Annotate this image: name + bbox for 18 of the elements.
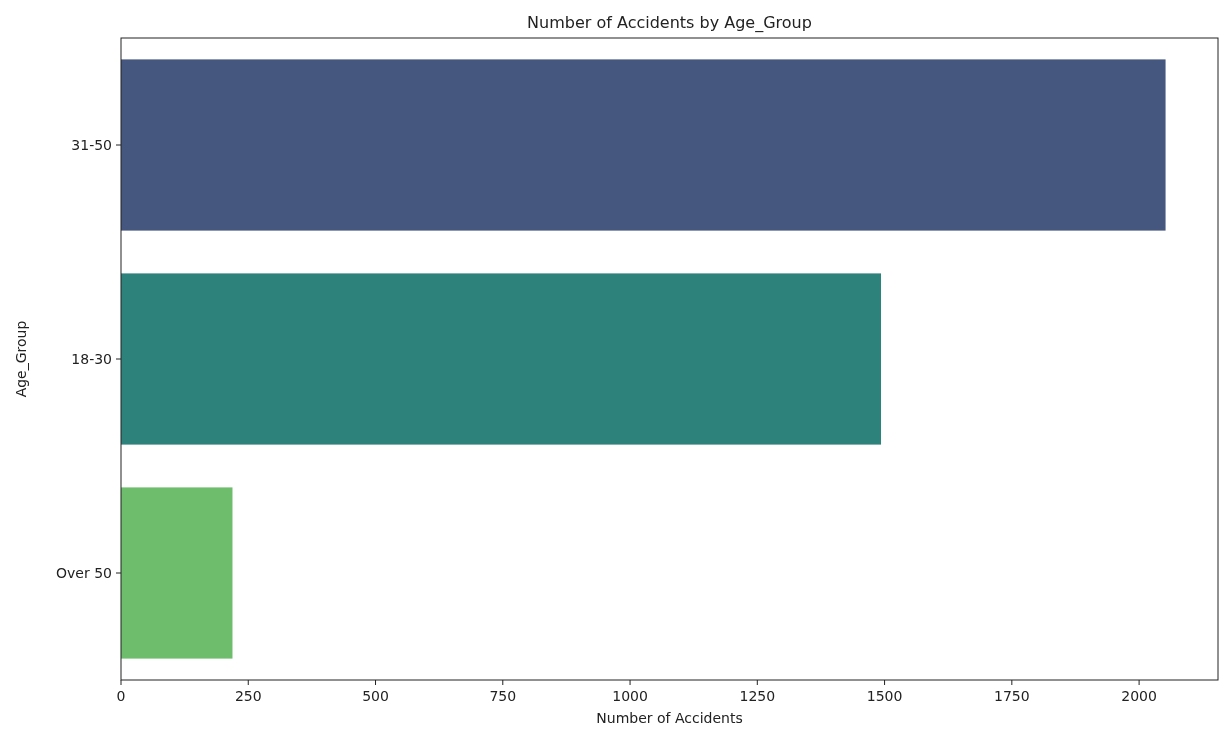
x-tick-label: 1500 [866, 688, 903, 704]
x-tick-label: 1250 [739, 688, 776, 704]
x-tick-label: 750 [489, 688, 517, 704]
bar [121, 59, 1166, 231]
x-tick-label: 1000 [612, 688, 648, 704]
x-tick-label: 500 [362, 688, 389, 704]
y-tick-label: 31-50 [71, 136, 112, 153]
bar [121, 273, 882, 445]
x-tick-label: 2000 [1121, 688, 1157, 704]
chart-title: Number of Accidents by Age_Group [527, 13, 812, 33]
y-tick-label: Over 50 [56, 564, 112, 581]
x-tick-label: 0 [116, 688, 126, 704]
y-axis-title: Age_Group [13, 320, 29, 398]
y-tick-label: 18-30 [71, 350, 112, 367]
x-axis-title: Number of Accidents [596, 710, 743, 726]
x-tick-label: 1750 [994, 688, 1030, 704]
bar [121, 487, 233, 659]
x-tick-label: 250 [234, 688, 262, 704]
